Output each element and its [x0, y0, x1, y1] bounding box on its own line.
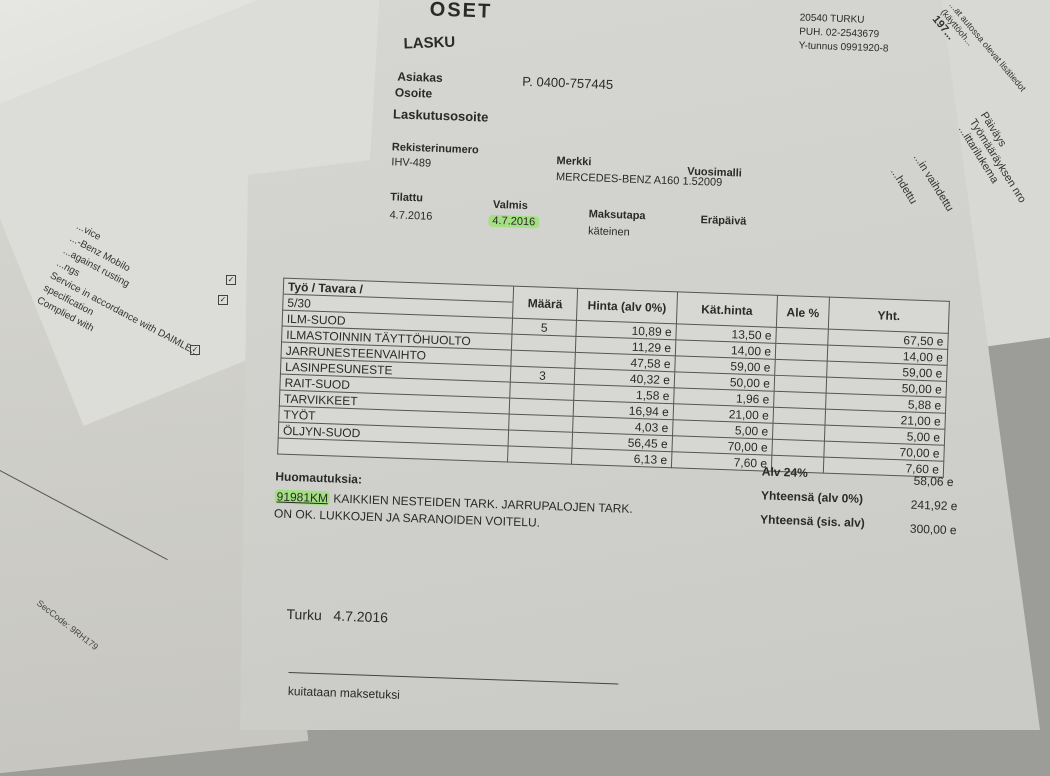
invoice-title: LASKU	[403, 33, 456, 53]
ready-value-highlighted: 4.7.2016	[488, 214, 540, 229]
reg-value: IHV-489	[391, 156, 432, 170]
vat-value: 58,06 e	[913, 473, 954, 490]
cell-discount	[774, 359, 828, 378]
address-label: Osoite	[394, 85, 433, 101]
invoice-paper	[240, 0, 1040, 730]
col-unit-price: Kät.hinta	[676, 291, 778, 328]
col-total: Yht.	[828, 297, 950, 334]
invoice: OSET LASKU 20540 TURKU PUH. 02-2543679 Y…	[274, 0, 958, 702]
cell-discount	[774, 375, 827, 394]
gross-total-label: Yhteensä (sis. alv)	[759, 512, 866, 531]
cell-qty	[507, 446, 573, 465]
cell-price: 6,13 e	[571, 448, 672, 468]
place-and-date: Turku 4.7.2016	[286, 605, 389, 626]
company-info: 20540 TURKU PUH. 02-2543679 Y-tunnus 099…	[798, 11, 889, 56]
reg-label: Rekisterinumero	[391, 141, 479, 157]
billing-address-label: Laskutusosoite	[392, 106, 489, 125]
cell-discount	[775, 343, 828, 362]
receipt-label: kuitataan maksetuksi	[287, 684, 401, 702]
col-qty: Määrä	[512, 286, 578, 321]
ordered-label: Tilattu	[389, 191, 424, 205]
cell-discount	[773, 391, 827, 410]
checkbox-checked-icon: ✓	[218, 295, 228, 305]
mileage-highlighted: 91981KM	[274, 489, 331, 506]
cell-discount	[773, 407, 826, 426]
cell-discount	[772, 423, 825, 442]
company-logo: OSET	[429, 0, 493, 23]
make-label: Merkki	[556, 155, 592, 169]
vat-label: Alv 24%	[761, 464, 809, 481]
cell-discount	[775, 327, 829, 346]
checkbox-checked-icon: ✓	[190, 345, 200, 355]
customer-phone: P. 0400-757445	[522, 73, 614, 92]
gross-total-value: 300,00 e	[909, 521, 957, 538]
payment-value: käteinen	[587, 225, 630, 239]
customer-label: Asiakas	[397, 69, 443, 86]
cell-discount	[771, 439, 825, 458]
due-date-label: Eräpäivä	[700, 214, 747, 228]
cell-unit: 7,60 e	[671, 451, 772, 472]
checkbox-checked-icon: ✓	[226, 275, 236, 285]
col-price: Hinta (alv 0%)	[576, 288, 678, 324]
model-year-label: Vuosimalli	[687, 165, 743, 180]
payment-label: Maksutapa	[588, 208, 646, 223]
notes-label: Huomautuksia:	[275, 469, 363, 487]
net-total-label: Yhteensä (alv 0%)	[760, 488, 864, 506]
col-discount: Ale %	[776, 295, 830, 330]
signature-line	[288, 672, 619, 685]
ready-label: Valmis	[492, 198, 529, 213]
ordered-value: 4.7.2016	[389, 209, 433, 223]
company-business-id: Y-tunnus 0991920-8	[798, 40, 889, 55]
invoice-items-table: Työ / Tavara / Määrä Hinta (alv 0%) Kät.…	[277, 277, 950, 478]
net-total-value: 241,92 e	[910, 497, 958, 514]
